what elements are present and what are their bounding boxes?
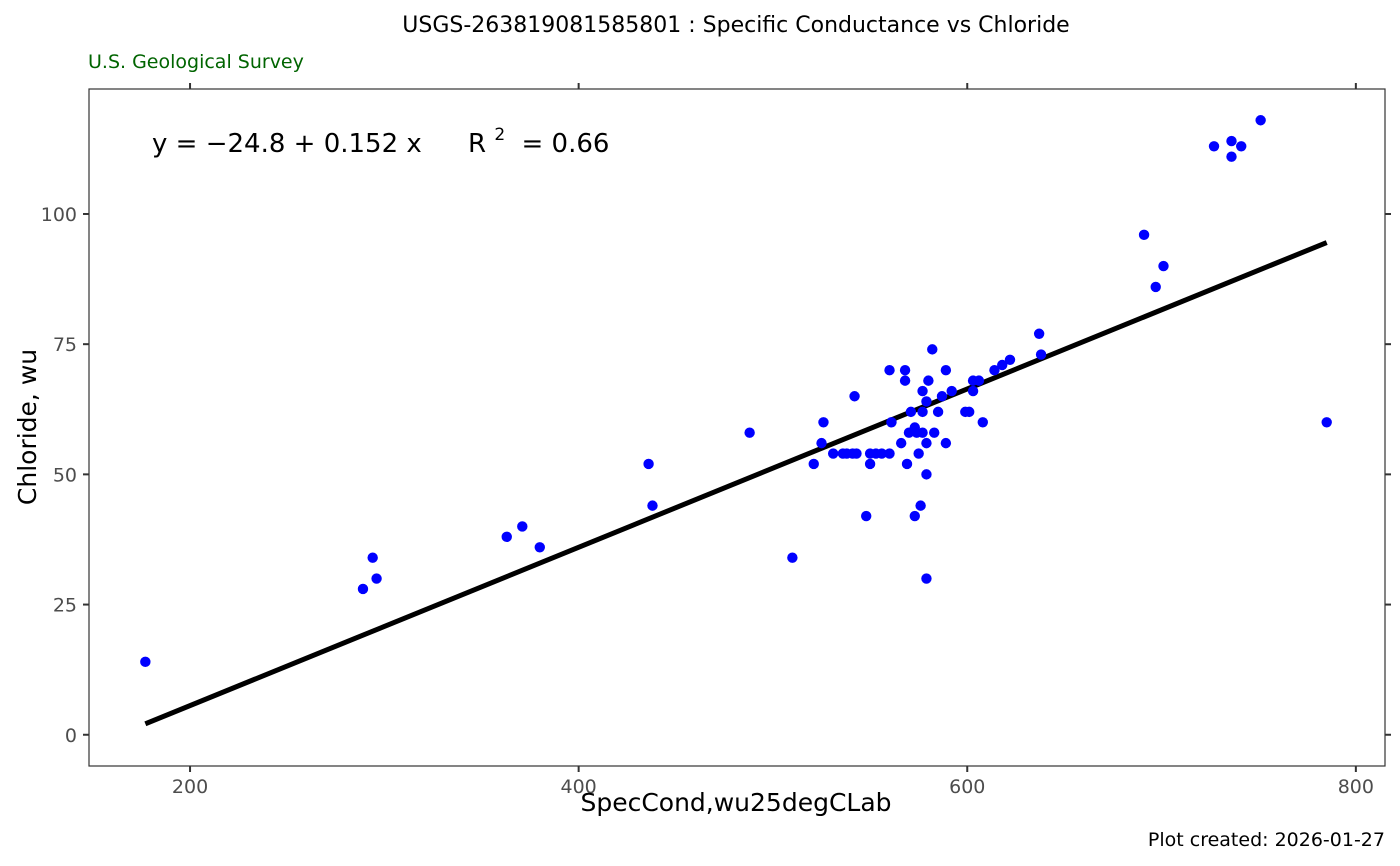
- data-point: [940, 437, 952, 449]
- data-point: [864, 458, 876, 470]
- data-point: [534, 542, 545, 553]
- data-point: [1138, 229, 1150, 241]
- plot-area: 200 400 600 800 0 25 50 75 100: [41, 83, 1391, 798]
- data-point: [989, 365, 1000, 376]
- data-point: [1033, 328, 1045, 339]
- data-point: [977, 417, 988, 428]
- y-axis-title: Chloride, wu: [13, 349, 42, 505]
- data-point: [744, 427, 755, 438]
- data-point: [946, 385, 957, 397]
- data-point: [884, 448, 895, 459]
- points-layer: [140, 115, 1332, 668]
- x-tick-label: 800: [1338, 776, 1374, 798]
- data-point: [899, 365, 911, 376]
- data-point: [808, 458, 819, 470]
- data-point: [899, 375, 911, 386]
- data-point: [861, 510, 872, 522]
- y-tick-label: 100: [41, 204, 77, 226]
- data-point: [816, 437, 827, 449]
- r-squared-superscript: 2: [494, 125, 505, 145]
- data-point: [936, 391, 948, 402]
- data-point: [973, 375, 985, 386]
- data-point: [827, 448, 839, 459]
- data-point: [967, 385, 979, 397]
- data-point: [927, 344, 938, 355]
- r-squared-label: R: [468, 129, 486, 159]
- data-point: [647, 500, 658, 511]
- x-tick-label: 600: [949, 776, 985, 798]
- x-axis: 200 400 600 800: [172, 83, 1374, 798]
- data-point: [963, 406, 975, 418]
- data-point: [501, 531, 512, 543]
- data-point: [917, 427, 928, 438]
- data-point: [371, 573, 382, 584]
- data-point: [849, 391, 860, 402]
- plot-frame: [88, 88, 1386, 767]
- data-point: [140, 656, 151, 668]
- data-point: [923, 375, 934, 386]
- x-tick-label: 400: [561, 776, 597, 798]
- regression-equation: y = −24.8 + 0.152 x: [152, 129, 422, 159]
- data-point: [1150, 281, 1161, 293]
- x-tick-label: 200: [172, 776, 208, 798]
- x-axis-title: SpecCond,wu25degCLab: [580, 788, 891, 817]
- data-point: [905, 406, 917, 418]
- data-point: [851, 448, 862, 459]
- data-point: [917, 406, 928, 418]
- chart-subtitle: U.S. Geological Survey: [88, 51, 304, 73]
- data-point: [357, 583, 369, 595]
- r-squared-value: = 0.66: [521, 129, 609, 159]
- data-point: [917, 385, 928, 397]
- data-point: [932, 406, 944, 418]
- data-point: [901, 458, 913, 470]
- data-point: [921, 396, 932, 407]
- data-point: [1236, 141, 1247, 152]
- regression-line: [144, 240, 1328, 727]
- data-point: [921, 437, 932, 449]
- data-point: [1035, 349, 1047, 360]
- y-tick-label: 0: [65, 725, 77, 747]
- data-point: [517, 521, 528, 532]
- data-point: [1004, 354, 1016, 365]
- data-point: [940, 365, 952, 376]
- data-point: [921, 573, 932, 584]
- data-point: [787, 552, 798, 563]
- data-point: [921, 469, 932, 480]
- data-point: [643, 458, 654, 470]
- data-point: [876, 448, 887, 459]
- data-point: [367, 552, 378, 563]
- chart-title: USGS-263819081585801 : Specific Conducta…: [402, 13, 1069, 38]
- data-point: [1255, 115, 1266, 126]
- data-point: [1226, 135, 1237, 147]
- y-axis: 0 25 50 75 100: [41, 204, 1391, 747]
- data-point: [1226, 151, 1237, 162]
- data-point: [1208, 141, 1220, 152]
- data-point: [913, 448, 924, 459]
- regression-annotation: y = −24.8 + 0.152 x R 2 = 0.66: [152, 117, 609, 159]
- data-point: [997, 359, 1008, 371]
- data-point: [1158, 260, 1169, 272]
- data-point: [895, 437, 907, 449]
- data-point: [884, 365, 895, 376]
- plot-panel: [89, 89, 1385, 766]
- y-tick-label: 25: [53, 595, 77, 617]
- data-point: [929, 427, 940, 438]
- y-tick-label: 50: [53, 464, 77, 486]
- fit-line-layer: [144, 240, 1328, 727]
- plot-caption: Plot created: 2026-01-27: [1148, 829, 1385, 851]
- data-point: [915, 500, 926, 511]
- data-point: [1321, 417, 1332, 428]
- data-point: [886, 417, 897, 428]
- data-point: [818, 417, 829, 428]
- y-tick-label: 75: [53, 334, 77, 356]
- data-point: [909, 510, 920, 522]
